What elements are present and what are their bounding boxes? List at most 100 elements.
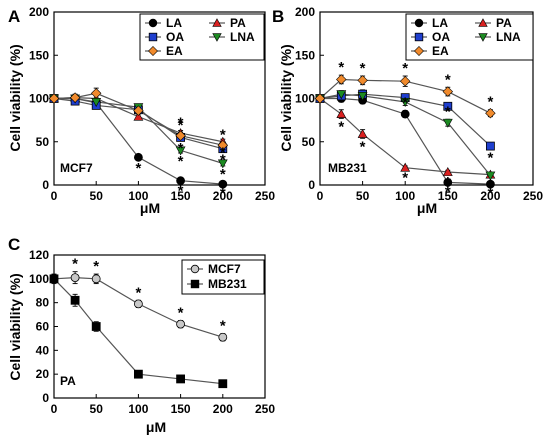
panel-letter-a: A <box>8 7 20 26</box>
y-tick-label-a: 100 <box>29 92 49 106</box>
legend-label-ea-b: EA <box>432 44 449 58</box>
x-tick-label-b: 150 <box>438 189 458 203</box>
significance-star-mcf7-c: * <box>220 318 226 335</box>
x-tick-label-c: 100 <box>128 402 148 416</box>
significance-star-mcf7-c: * <box>135 284 141 301</box>
legend-marker-mb231-c <box>190 279 200 289</box>
significance-star-oa-a: * <box>178 140 184 157</box>
x-axis-title-c: μM <box>146 419 166 435</box>
data-point-mcf7-c <box>218 332 228 342</box>
legend-box-b <box>405 13 534 61</box>
y-tick-label-c: 40 <box>36 343 50 357</box>
significance-star-ea-b: * <box>445 71 451 88</box>
significance-star-la-b: * <box>402 95 408 112</box>
x-tick-label-c: 150 <box>171 402 191 416</box>
significance-star-ea-b: * <box>402 60 408 77</box>
y-tick-label-a: 0 <box>42 178 49 192</box>
data-point-mb231-c <box>70 295 80 305</box>
data-point-ea-a <box>133 105 144 116</box>
legend-marker-pa-a <box>212 18 222 27</box>
significance-star-mcf7-c: * <box>178 305 184 322</box>
x-tick-label-b: 0 <box>317 189 324 203</box>
significance-star-ea-a: * <box>178 117 184 134</box>
data-point-lna-b <box>485 171 496 181</box>
x-tick-label-b: 50 <box>356 189 370 203</box>
y-tick-label-c: 80 <box>36 296 50 310</box>
data-point-mcf7-c <box>176 319 186 329</box>
cell-line-label-a: MCF7 <box>60 161 93 175</box>
y-tick-label-b: 200 <box>295 5 315 19</box>
data-point-ea-b <box>336 74 347 85</box>
y-tick-label-a: 150 <box>29 48 49 62</box>
plot-area-c: 0 50 100 150 200 250 0 20 40 60 80 100 120 * * * * * MCF7M… <box>29 248 275 416</box>
panel-letter-c: C <box>8 235 20 254</box>
panel-letter-b: B <box>272 7 284 26</box>
legend-label-la-b: LA <box>432 16 448 30</box>
data-point-pa-b <box>400 162 411 172</box>
legend-marker-lna-a <box>212 33 222 42</box>
y-axis-title-a: Cell viability (%) <box>7 44 23 151</box>
legend-label-mcf7-c: MCF7 <box>208 262 241 276</box>
cell-line-label-b: MB231 <box>328 161 367 175</box>
significance-star-pa-b: * <box>487 176 493 193</box>
significance-star-ea-b: * <box>338 59 344 76</box>
data-point-pa-b <box>357 128 368 138</box>
legend-marker-oa-b <box>414 32 424 42</box>
data-point-lna-b <box>357 92 368 101</box>
y-tick-label-b: 150 <box>295 48 315 62</box>
significance-star-ea-b: * <box>487 94 493 111</box>
legend-marker-ea-a <box>148 46 158 56</box>
x-tick-label-a: 0 <box>51 189 58 203</box>
x-tick-label-a: 200 <box>213 189 233 203</box>
series-line-ea-b <box>319 78 491 114</box>
y-tick-label-b: 0 <box>308 178 315 192</box>
legend-marker-la-a <box>148 18 158 28</box>
data-point-ea-b <box>485 107 496 119</box>
significance-star-mcf7-c: * <box>72 256 78 273</box>
x-tick-label-a: 250 <box>255 189 275 203</box>
x-axis-title-a: μM <box>140 200 160 216</box>
y-tick-label-c: 60 <box>36 320 50 334</box>
data-point-la-a <box>176 176 186 186</box>
data-point-ea-a <box>175 130 186 141</box>
data-point-lna-b <box>336 90 347 100</box>
data-point-oa-b <box>485 141 495 151</box>
data-point-mcf7-c <box>133 299 143 309</box>
significance-star-ea-a: * <box>220 127 226 144</box>
data-point-mb231-c <box>176 374 186 384</box>
legend-label-la-a: LA <box>166 16 182 30</box>
data-point-pa-b <box>442 167 453 176</box>
y-tick-label-b: 50 <box>302 135 316 149</box>
legend-label-mb231-c: MB231 <box>208 277 247 291</box>
data-point-lna-b <box>442 118 453 128</box>
significance-star-pa-a: * <box>220 144 226 161</box>
data-point-mb231-c <box>49 274 59 284</box>
x-tick-label-b: 100 <box>395 189 415 203</box>
y-axis-title-c: Cell viability (%) <box>7 273 23 380</box>
y-tick-label-a: 50 <box>36 135 50 149</box>
x-axis-title-b: μM <box>417 200 437 216</box>
cell-line-label-c: PA <box>60 374 76 388</box>
legend-marker-lna-b <box>478 33 488 42</box>
significance-star-pa-b: * <box>360 138 366 155</box>
x-tick-label-b: 200 <box>480 189 500 203</box>
data-point-ea-a <box>48 93 60 104</box>
data-point-lna-b <box>400 98 411 107</box>
legend-label-oa-b: OA <box>432 30 450 44</box>
x-tick-label-a: 50 <box>90 189 104 203</box>
data-point-ea-b <box>314 93 326 104</box>
significance-star-la-b: * <box>487 185 493 202</box>
data-point-ea-b <box>399 75 411 87</box>
legend-label-ea-a: EA <box>166 44 183 58</box>
significance-star-pa-b: * <box>402 169 408 186</box>
legend-label-pa-b: PA <box>496 16 512 30</box>
data-point-oa-b <box>443 101 453 111</box>
data-point-la-a <box>133 152 143 162</box>
y-axis-title-b: Cell viability (%) <box>278 44 294 151</box>
legend-marker-ea-b <box>414 46 424 56</box>
x-tick-label-b: 250 <box>523 189 543 203</box>
legend-marker-pa-b <box>478 18 488 27</box>
significance-star-pa-a: * <box>178 115 184 132</box>
